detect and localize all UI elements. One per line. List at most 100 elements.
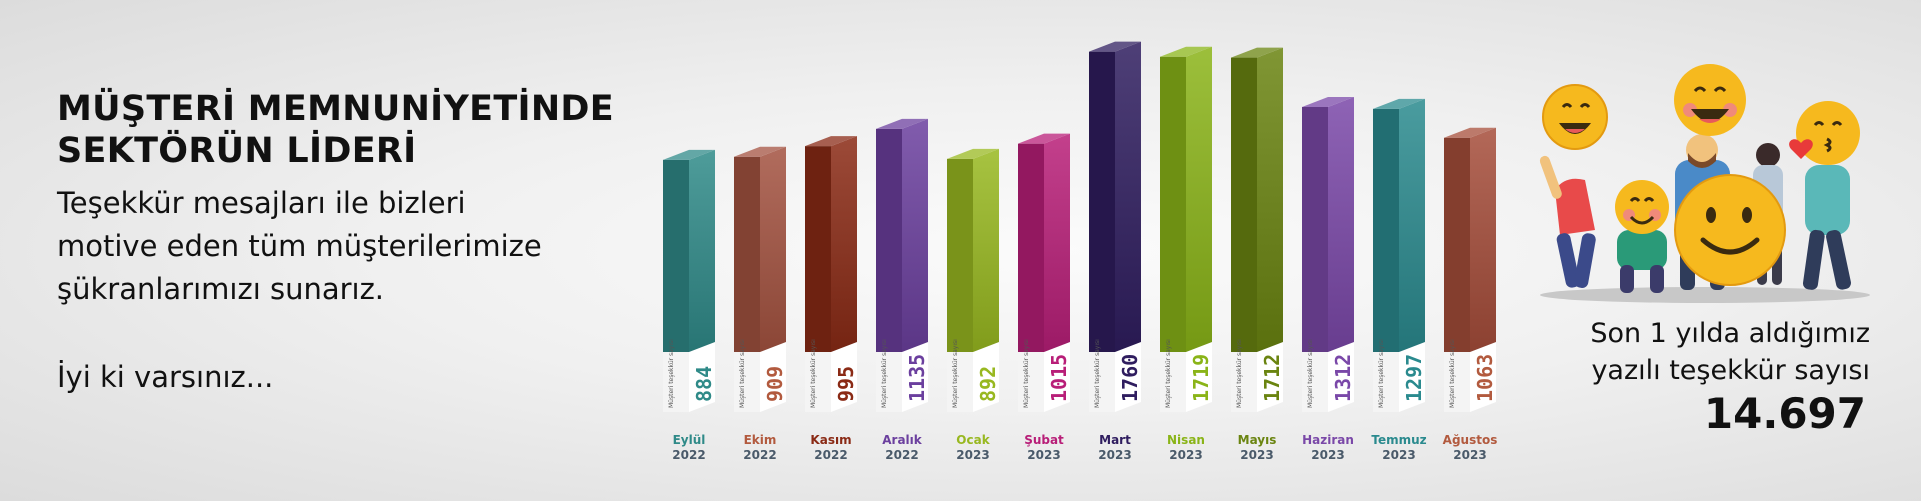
month-label: Şubat <box>1024 433 1064 447</box>
bar-front <box>876 128 902 352</box>
bar-caption: Müşteri teşekkür sayısı <box>1449 339 1456 408</box>
bar-caption: Müşteri teşekkür sayısı <box>739 339 746 408</box>
month-label: Haziran <box>1302 433 1354 447</box>
year-label: 2022 <box>885 448 918 462</box>
bar: Müşteri teşekkür sayısı 1712 <box>1231 47 1284 412</box>
bar-front <box>1373 108 1399 353</box>
bar-top <box>1373 98 1425 109</box>
bar-side <box>760 146 786 352</box>
bar-front <box>947 158 973 352</box>
bar-caption: Müşteri teşekkür sayısı <box>1236 339 1243 408</box>
total-caption-line: yazılı teşekkür sayısı <box>1591 355 1870 386</box>
bar-top <box>805 136 857 147</box>
bar-front <box>1018 143 1044 352</box>
bar-base-side <box>1399 342 1425 412</box>
person-left <box>1539 155 1596 288</box>
bar: Müşteri teşekkür sayısı 1312 <box>1302 96 1355 412</box>
message-line: şükranlarımızı sunarız. <box>57 272 385 306</box>
message-line: motive eden tüm müşterilerimize <box>57 229 542 263</box>
bar-top <box>947 148 999 159</box>
bar-value-label: 1135 <box>905 354 929 402</box>
person-center-left <box>1617 230 1667 293</box>
bar: Müşteri teşekkür sayısı 1015 <box>1018 133 1071 412</box>
month-label: Eylül <box>673 433 706 447</box>
month-label: Aralık <box>882 433 923 447</box>
bar-front <box>1160 56 1186 353</box>
bar-caption: Müşteri teşekkür sayısı <box>1307 339 1314 408</box>
bar-top <box>1444 127 1496 138</box>
bar-value-label: 1719 <box>1189 354 1213 402</box>
year-label: 2023 <box>1382 448 1415 462</box>
bar-side <box>973 148 999 352</box>
year-label: 2023 <box>1240 448 1273 462</box>
bar-base-front <box>663 352 689 412</box>
bar-caption: Müşteri teşekkür sayısı <box>952 339 959 408</box>
bar-value-label: 1312 <box>1331 354 1355 402</box>
smiley-face-icon <box>1674 174 1786 286</box>
kissing-face-icon <box>1789 101 1860 165</box>
total-caption-line: Son 1 yılda aldığımız <box>1590 318 1870 349</box>
bar-base-side <box>689 342 715 412</box>
bar-value-label: 1015 <box>1047 354 1071 402</box>
bar-base-side <box>1115 342 1141 412</box>
bar-base-front <box>734 352 760 412</box>
bar-base-side <box>1257 342 1283 412</box>
bar: Müşteri teşekkür sayısı 1760 <box>1089 41 1142 412</box>
total-caption: Son 1 yılda aldığımız yazılı teşekkür sa… <box>1520 315 1870 389</box>
year-label: 2023 <box>1027 448 1060 462</box>
bar-top <box>1160 46 1212 57</box>
bar-base-front <box>1444 352 1470 412</box>
bar-base-side <box>760 342 786 412</box>
bar-caption: Müşteri teşekkür sayısı <box>810 339 817 408</box>
bar-top <box>1089 41 1141 52</box>
bar-side <box>831 136 857 352</box>
bar-base-front <box>1231 352 1257 412</box>
bar-value-label: 995 <box>834 366 858 402</box>
month-label: Temmuz <box>1371 433 1426 447</box>
month-label: Mayıs <box>1238 433 1277 447</box>
year-label: 2022 <box>743 448 776 462</box>
bar-front <box>1444 137 1470 352</box>
year-label: 2023 <box>1098 448 1131 462</box>
bar-value-label: 884 <box>692 366 716 402</box>
bar-base-side <box>1044 342 1070 412</box>
intro-text: MÜŞTERİ MEMNUNİYETİNDE SEKTÖRÜN LİDERİ T… <box>57 88 657 311</box>
bar-base-side <box>1328 342 1354 412</box>
ground-shadow <box>1540 287 1870 303</box>
bar-base-side <box>1470 342 1496 412</box>
happy-customers-illustration <box>1525 55 1885 319</box>
bar-front <box>734 156 760 352</box>
bar: Müşteri teşekkür sayısı 1297 <box>1373 98 1426 412</box>
bar-caption: Müşteri teşekkür sayısı <box>1023 339 1030 408</box>
bar-side <box>1044 133 1070 352</box>
bar-base-front <box>876 352 902 412</box>
month-label: Mart <box>1099 433 1131 447</box>
year-label: 2023 <box>1311 448 1344 462</box>
month-label: Ocak <box>956 433 990 447</box>
headline-line: MÜŞTERİ MEMNUNİYETİNDE <box>57 89 614 129</box>
bar-value-label: 892 <box>976 366 1000 402</box>
month-label: Nisan <box>1167 433 1205 447</box>
bar: Müşteri teşekkür sayısı 1135 <box>876 118 929 412</box>
bar-front <box>1089 51 1115 352</box>
total-value: 14.697 <box>1703 389 1866 438</box>
bar-front <box>1231 57 1257 353</box>
bar-base-side <box>973 342 999 412</box>
bar-side <box>1399 98 1425 353</box>
bar-base-front <box>1302 352 1328 412</box>
message-line: Teşekkür mesajları ile bizleri <box>57 186 466 220</box>
bar-value-label: 909 <box>763 366 787 402</box>
bar-side <box>1115 41 1141 352</box>
bar-caption: Müşteri teşekkür sayısı <box>1094 339 1101 408</box>
headline-line: SEKTÖRÜN LİDERİ <box>57 131 417 171</box>
year-label: 2023 <box>956 448 989 462</box>
bar-caption: Müşteri teşekkür sayısı <box>1165 339 1172 408</box>
year-label: 2023 <box>1453 448 1486 462</box>
bar-base-front <box>1373 352 1399 412</box>
smiley-face-icon <box>1615 180 1669 234</box>
bar-side <box>902 118 928 352</box>
bar: Müşteri teşekkür sayısı 1719 <box>1160 46 1213 412</box>
bar-base-front <box>805 352 831 412</box>
bar-side <box>1328 96 1354 352</box>
year-label: 2022 <box>672 448 705 462</box>
